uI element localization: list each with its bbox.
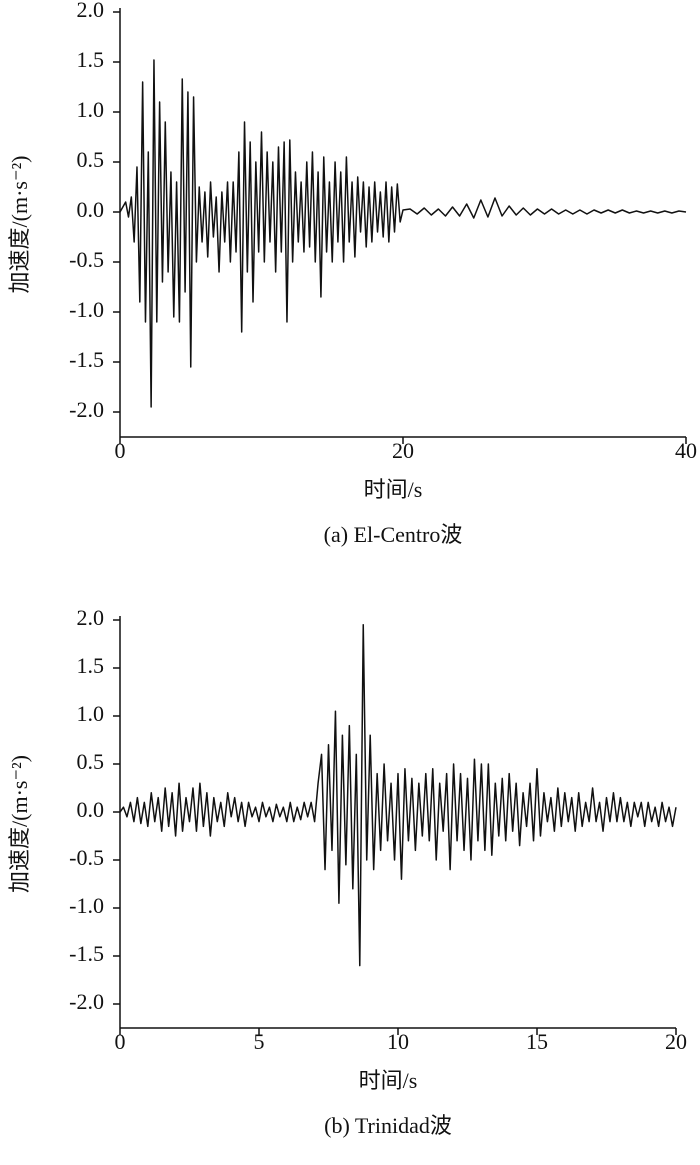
chart-title: (b) Trinidad波 xyxy=(324,1113,452,1138)
y-tick-label: 2.0 xyxy=(77,0,105,22)
waveform xyxy=(119,59,687,408)
x-tick-label: 20 xyxy=(665,1029,687,1054)
y-tick-label: -1.0 xyxy=(69,893,104,918)
y-tick-label: 0.5 xyxy=(77,147,105,172)
x-tick-label: 10 xyxy=(387,1029,409,1054)
y-tick-label: 0.0 xyxy=(77,797,105,822)
x-axis-label: 时间/s xyxy=(359,1068,418,1093)
y-tick-label: -2.0 xyxy=(69,989,104,1014)
y-tick-label: -1.5 xyxy=(69,347,104,372)
y-tick-label: 2.0 xyxy=(77,605,105,630)
x-tick-label: 20 xyxy=(392,438,414,463)
y-tick-label: 1.0 xyxy=(77,701,105,726)
y-tick-label: 1.5 xyxy=(77,653,105,678)
y-tick-label: -2.0 xyxy=(69,397,104,422)
x-tick-label: 40 xyxy=(675,438,697,463)
x-tick-label: 0 xyxy=(115,1029,126,1054)
y-tick-label: 0.5 xyxy=(77,749,105,774)
chart-title: (a) El-Centro波 xyxy=(324,522,463,547)
y-tick-label: -0.5 xyxy=(69,845,104,870)
y-tick-label: -0.5 xyxy=(69,247,104,272)
y-axis-label: 加速度/(m·s⁻²) xyxy=(7,156,32,294)
x-tick-label: 0 xyxy=(115,438,126,463)
x-tick-label: 15 xyxy=(526,1029,548,1054)
y-tick-label: -1.0 xyxy=(69,297,104,322)
y-tick-label: 1.0 xyxy=(77,97,105,122)
x-tick-label: 5 xyxy=(254,1029,265,1054)
x-axis-label: 时间/s xyxy=(364,477,423,502)
y-axis-label: 加速度/(m·s⁻²) xyxy=(7,755,32,893)
y-tick-label: 0.0 xyxy=(77,197,105,222)
waveform xyxy=(119,624,677,967)
y-tick-label: -1.5 xyxy=(69,941,104,966)
y-tick-label: 1.5 xyxy=(77,47,105,72)
